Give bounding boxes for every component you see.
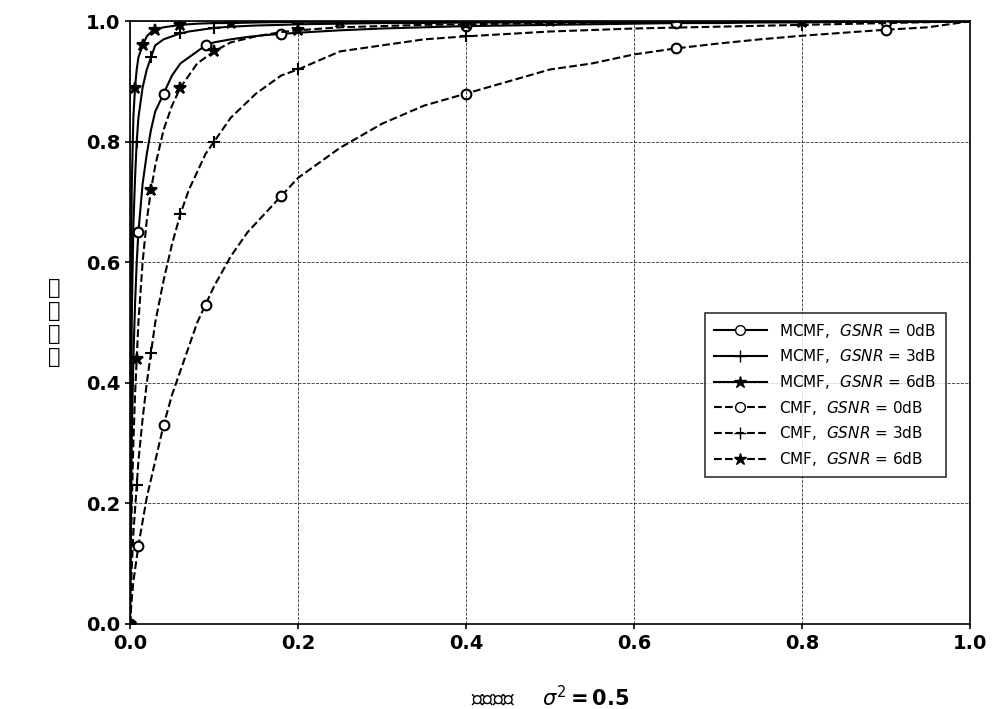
Text: 虚警概率    $\boldsymbol{\sigma^2=0.5}$: 虚警概率 $\boldsymbol{\sigma^2=0.5}$ bbox=[471, 684, 629, 709]
Y-axis label: 检
测
概
率: 检 测 概 率 bbox=[48, 278, 61, 367]
Legend: MCMF,  $GSNR$ = 0dB, MCMF,  $GSNR$ = 3dB, MCMF,  $GSNR$ = 6dB, CMF,  $GSNR$ = 0d: MCMF, $GSNR$ = 0dB, MCMF, $GSNR$ = 3dB, … bbox=[705, 313, 946, 477]
